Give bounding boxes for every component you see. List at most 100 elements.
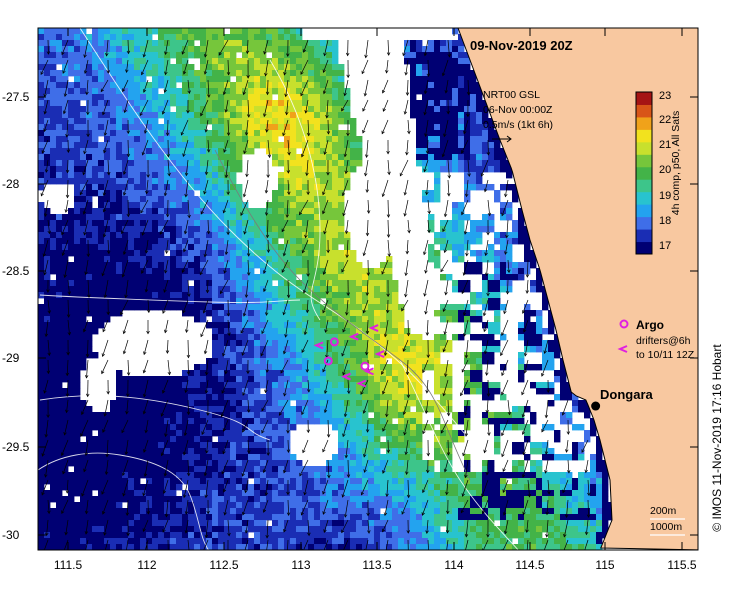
sst-pixel <box>98 478 105 485</box>
sst-pixel <box>38 202 45 209</box>
sst-pixel <box>506 250 513 257</box>
sst-pixel <box>56 52 63 59</box>
sst-pixel <box>296 292 303 299</box>
sst-pixel <box>452 238 459 245</box>
sst-pixel <box>140 160 147 167</box>
sst-pixel <box>182 154 189 161</box>
sst-pixel <box>122 304 129 311</box>
sst-pixel <box>74 58 81 65</box>
sst-pixel <box>452 220 459 227</box>
sst-pixel <box>482 124 489 131</box>
sst-pixel <box>146 484 153 491</box>
sst-pixel <box>218 76 225 83</box>
sst-pixel <box>464 466 471 473</box>
sst-pixel <box>80 82 87 89</box>
sst-pixel <box>578 406 585 413</box>
sst-pixel <box>524 454 531 461</box>
sst-pixel <box>314 136 321 143</box>
sst-pixel <box>182 40 189 47</box>
sst-pixel <box>218 262 225 269</box>
sst-pixel <box>242 58 249 65</box>
sst-pixel <box>266 358 273 365</box>
sst-pixel <box>308 364 315 371</box>
sst-pixel <box>440 244 447 251</box>
sst-pixel <box>224 154 231 161</box>
sst-pixel <box>260 478 267 485</box>
sst-pixel <box>62 460 69 467</box>
sst-pixel <box>458 214 465 221</box>
sst-pixel <box>86 466 93 473</box>
sst-pixel <box>218 418 225 425</box>
sst-pixel <box>248 274 255 281</box>
sst-pixel <box>470 160 477 167</box>
sst-pixel <box>236 274 243 281</box>
sst-pixel <box>86 226 93 233</box>
sst-pixel <box>446 226 453 233</box>
sst-pixel <box>128 70 135 77</box>
sst-pixel <box>128 232 135 239</box>
sst-pixel <box>92 136 99 143</box>
sst-pixel <box>416 148 423 155</box>
sst-pixel <box>230 208 237 215</box>
sst-pixel <box>194 136 201 143</box>
sst-pixel <box>164 484 171 491</box>
sst-pixel <box>284 334 291 341</box>
sst-pixel <box>494 418 501 425</box>
sst-pixel <box>416 340 423 347</box>
sst-pixel <box>482 478 489 485</box>
sst-pixel <box>320 268 327 275</box>
sst-pixel <box>398 406 405 413</box>
sst-pixel <box>332 292 339 299</box>
sst-pixel <box>236 190 243 197</box>
sst-pixel <box>344 460 351 467</box>
sst-pixel <box>272 112 279 119</box>
sst-pixel <box>44 490 51 497</box>
sst-pixel <box>200 76 207 83</box>
sst-pixel <box>188 478 195 485</box>
sst-pixel <box>128 46 135 53</box>
sst-pixel <box>242 280 249 287</box>
sst-pixel <box>290 52 297 59</box>
sst-pixel <box>134 304 141 311</box>
sst-pixel <box>416 490 423 497</box>
sst-pixel <box>122 160 129 167</box>
sst-pixel <box>440 160 447 167</box>
sst-pixel <box>104 460 111 467</box>
sst-pixel <box>404 484 411 491</box>
sst-pixel <box>380 442 387 449</box>
sst-pixel <box>602 484 609 491</box>
sst-pixel <box>110 184 117 191</box>
sst-pixel <box>410 448 417 455</box>
sst-pixel <box>284 406 291 413</box>
sst-pixel <box>236 466 243 473</box>
sst-pixel <box>80 64 87 71</box>
sst-pixel <box>356 394 363 401</box>
sst-pixel <box>182 52 189 59</box>
sst-pixel <box>92 178 99 185</box>
sst-pixel <box>50 382 57 389</box>
sst-pixel <box>218 58 225 65</box>
sst-pixel <box>260 58 267 65</box>
sst-pixel <box>434 352 441 359</box>
sst-pixel <box>320 160 327 167</box>
sst-pixel <box>524 322 531 329</box>
sst-pixel <box>374 430 381 437</box>
sst-pixel <box>62 94 69 101</box>
sst-pixel <box>278 328 285 335</box>
sst-pixel <box>398 310 405 317</box>
sst-pixel <box>140 274 147 281</box>
sst-pixel <box>236 256 243 263</box>
sst-pixel <box>524 478 531 485</box>
sst-pixel <box>434 82 441 89</box>
sst-pixel <box>254 40 261 47</box>
sst-pixel <box>224 316 231 323</box>
sst-pixel <box>512 238 519 245</box>
sst-pixel <box>170 454 177 461</box>
sst-pixel <box>140 76 147 83</box>
sst-pixel <box>242 52 249 59</box>
sst-pixel <box>44 226 51 233</box>
sst-pixel <box>224 202 231 209</box>
sst-pixel <box>56 118 63 125</box>
sst-pixel <box>332 238 339 245</box>
sst-pixel <box>146 430 153 437</box>
